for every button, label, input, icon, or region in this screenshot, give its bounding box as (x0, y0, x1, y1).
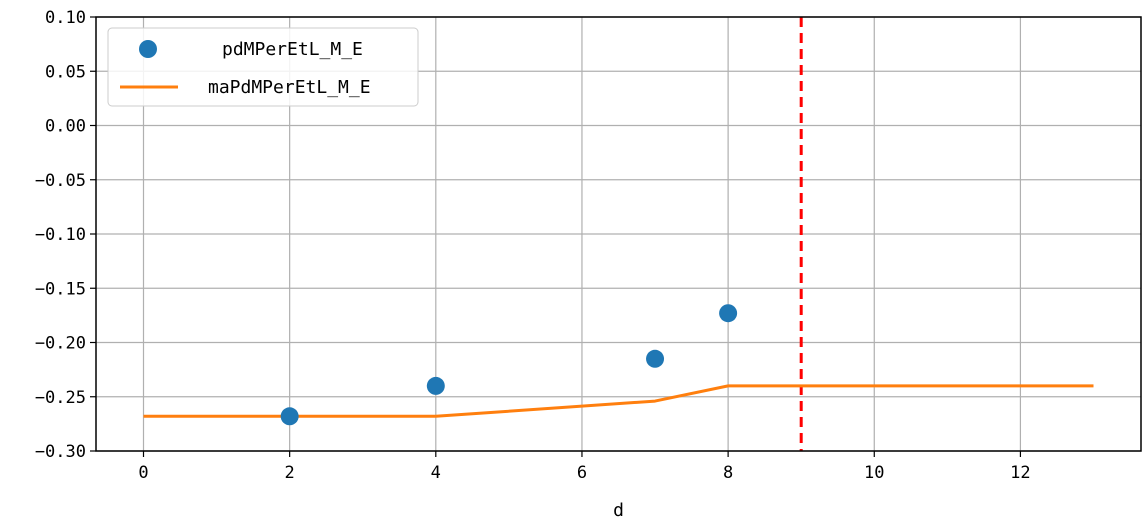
axis-ticks: 0 2 4 6 8 10 12 0.10 0.05 0.00 −0.05 −0.10 −0.15 −0.2… (35, 8, 1031, 483)
plot-area (143, 17, 1094, 451)
x-tick-label: 6 (577, 463, 587, 483)
y-tick-label: 0.00 (45, 117, 86, 137)
legend-marker-scatter (139, 40, 157, 58)
x-tick-label: 4 (431, 463, 441, 483)
y-tick-label: 0.05 (45, 62, 86, 82)
x-tick-label: 12 (1010, 463, 1030, 483)
y-tick-label: −0.20 (35, 334, 86, 354)
y-tick-label: −0.05 (35, 171, 86, 191)
legend-label-scatter: pdMPerEtL_M_E (222, 39, 363, 60)
scatter-point (719, 304, 738, 323)
x-tick-label: 0 (138, 463, 148, 483)
legend-label-line: maPdMPerEtL_M_E (208, 77, 371, 98)
legend: pdMPerEtL_M_E maPdMPerEtL_M_E (107, 27, 419, 107)
scatter-point (426, 376, 445, 395)
series-line (143, 384, 1094, 418)
legend-box (107, 27, 419, 107)
grid (96, 16, 1141, 452)
y-tick-label: 0.10 (45, 8, 86, 28)
y-tick-label: −0.10 (35, 225, 86, 245)
x-tick-label: 8 (723, 463, 733, 483)
y-tick-label: −0.30 (35, 442, 86, 462)
x-tick-label: 2 (285, 463, 295, 483)
scatter-point (646, 349, 665, 368)
y-tick-label: −0.15 (35, 279, 86, 299)
scatter-point (280, 407, 299, 426)
x-axis-label: d (613, 500, 624, 521)
y-tick-label: −0.25 (35, 388, 86, 408)
x-tick-label: 10 (864, 463, 884, 483)
